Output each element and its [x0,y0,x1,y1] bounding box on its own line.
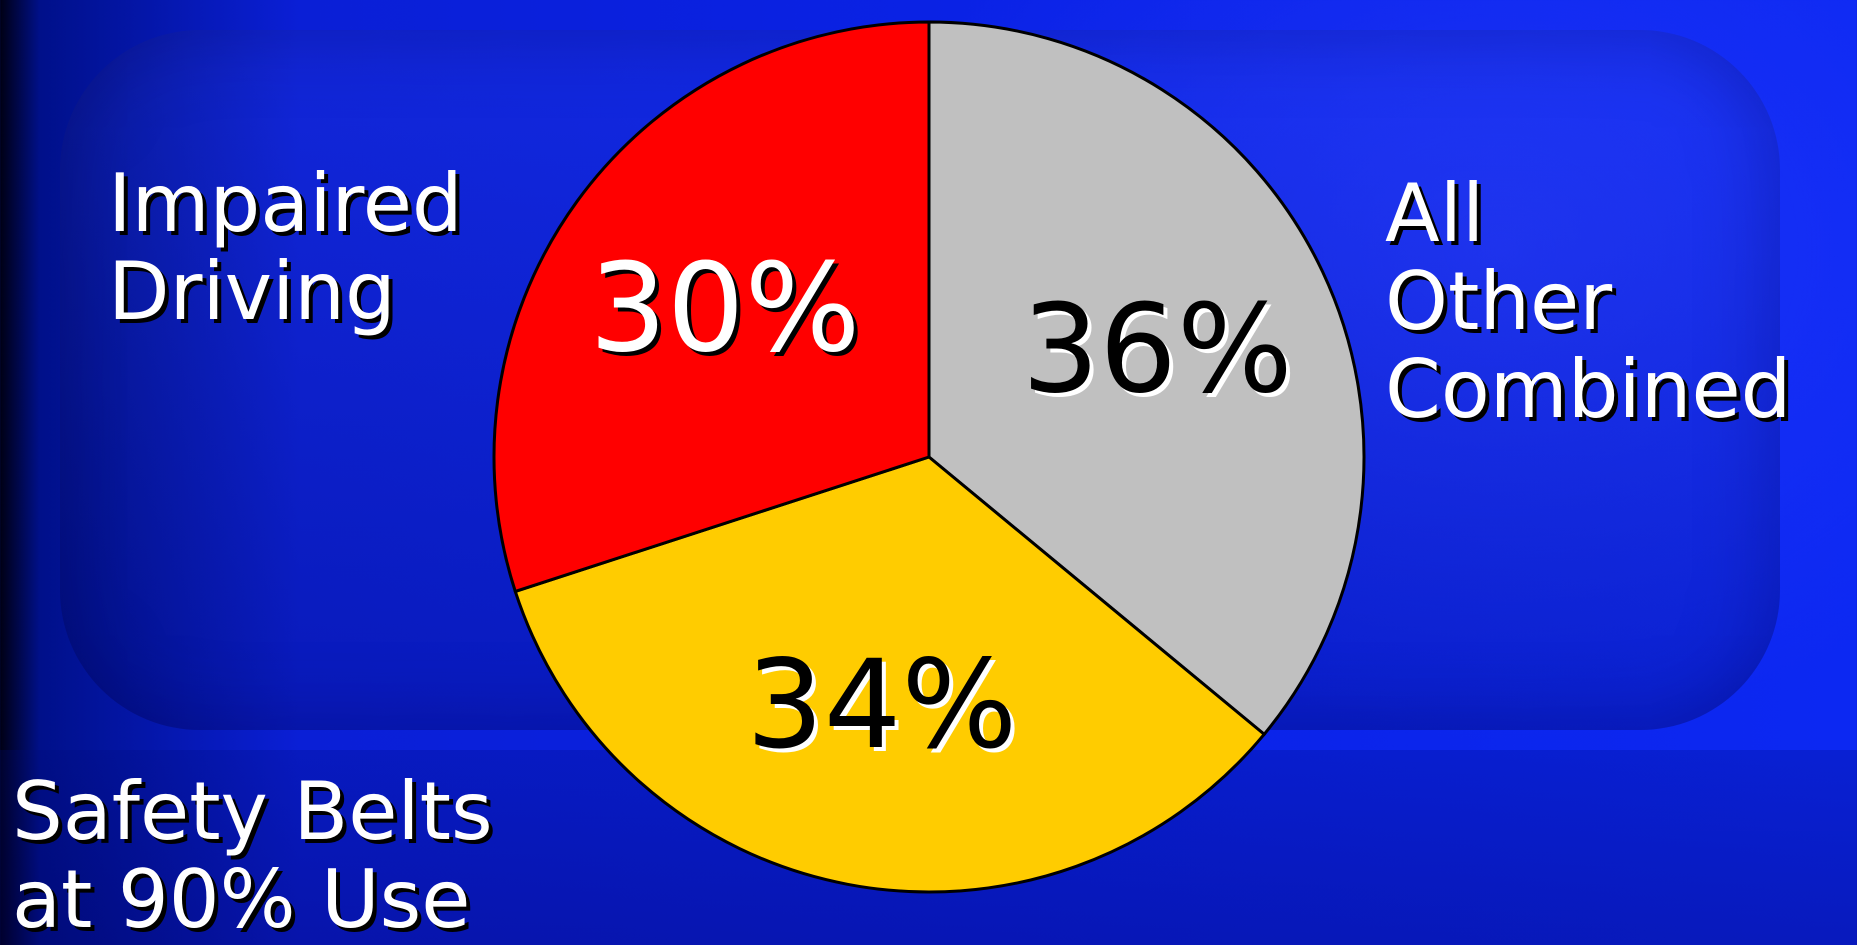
pie-percent-label-text-belts: 34% [746,634,1017,776]
pie-percent-labels: 36%36% 34%34% 30%30% [589,238,1297,780]
pie-percent-label-text-impaired: 30% [589,238,860,380]
pie-slice-other [927,20,1366,737]
pie-slice-impaired [492,20,931,594]
category-label-all-other-combined: All Other Combined [1385,167,1792,436]
category-label-safety-belts: Safety Belts at 90% Use [12,765,493,945]
pie-percent-label-other: 36%36% [1022,279,1297,425]
pie-slice-belts [513,455,1267,894]
pie-percent-label-belts: 34%34% [746,634,1021,780]
pie-slices [492,20,1366,894]
pie-percent-label-shadow-other: 36% [1026,283,1297,425]
category-label-impaired-driving: Impaired Driving [108,157,463,338]
pie-percent-label-shadow-impaired: 30% [593,242,864,384]
pie-percent-label-impaired: 30%30% [589,238,864,384]
pie-percent-label-shadow-belts: 34% [750,638,1021,780]
pie-percent-label-text-other: 36% [1022,279,1293,421]
